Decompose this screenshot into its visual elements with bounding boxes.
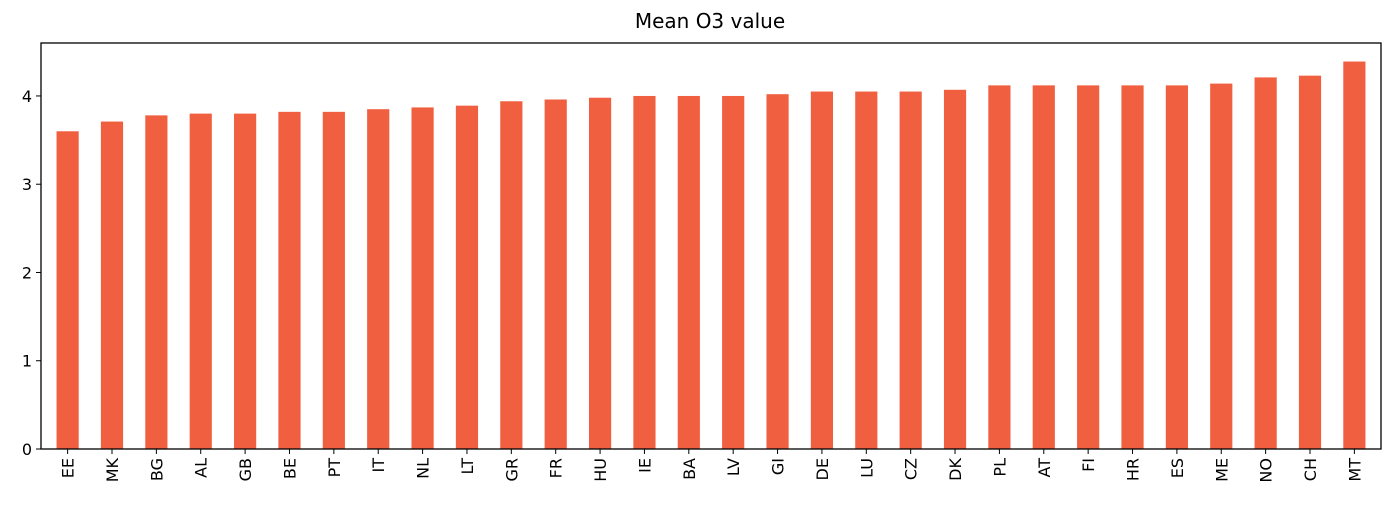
bar-ch: [1298, 75, 1322, 449]
y-tick-label: 1: [22, 352, 32, 371]
chart-title: Mean O3 value: [635, 9, 785, 33]
bar-pl: [988, 85, 1011, 449]
bar-de: [810, 91, 834, 449]
x-tick-label: IT: [369, 458, 388, 473]
bar-lt: [455, 105, 479, 449]
x-tick-label: CH: [1301, 458, 1320, 481]
bar-be: [278, 111, 301, 449]
x-tick-label: LU: [857, 458, 876, 478]
x-tick-label: BE: [280, 458, 299, 479]
y-axis: 0 1 2 3 4: [22, 87, 41, 459]
bar-nl: [411, 107, 434, 450]
x-tick-label: AT: [1035, 458, 1054, 478]
bar-gi: [766, 94, 789, 449]
y-tick-label: 0: [22, 440, 32, 459]
x-tick-label: FR: [547, 458, 566, 478]
bar-it: [367, 109, 390, 450]
bar-bg: [145, 115, 168, 450]
x-tick-label: GI: [769, 458, 788, 475]
bar-lu: [855, 91, 878, 449]
bar-fr: [544, 99, 567, 450]
x-tick-label: LV: [724, 458, 743, 476]
bar-no: [1254, 77, 1277, 449]
y-tick-label: 3: [22, 175, 32, 194]
x-tick-label: HR: [1124, 458, 1143, 481]
x-tick-label: GB: [236, 458, 255, 481]
bar-ba: [677, 95, 700, 450]
bar-mk: [100, 121, 124, 449]
bar-ie: [633, 95, 656, 450]
x-tick-label: LT: [458, 458, 477, 475]
bar-dk: [943, 89, 967, 449]
x-tick-label: NO: [1257, 458, 1276, 483]
bar-lv: [722, 95, 745, 450]
bar-hr: [1121, 85, 1144, 449]
bar-gb: [234, 113, 257, 449]
x-tick-label: DE: [813, 458, 832, 480]
x-tick-label: PT: [325, 458, 344, 478]
x-tick-label: BA: [680, 458, 699, 480]
x-tick-label: BG: [147, 458, 166, 481]
x-tick-label: EE: [59, 458, 78, 478]
x-tick-label: MT: [1345, 458, 1364, 482]
x-tick-label: ME: [1212, 458, 1231, 482]
x-tick-label: IE: [635, 458, 654, 473]
x-tick-label: ES: [1168, 458, 1187, 478]
bars-layer: [56, 61, 1366, 450]
x-tick-label: GR: [502, 458, 521, 482]
bar-cz: [899, 91, 922, 449]
y-tick-label: 4: [22, 87, 32, 106]
bar-ee: [56, 131, 79, 449]
x-tick-label: AL: [192, 458, 211, 478]
bar-me: [1210, 83, 1233, 449]
bar-fi: [1077, 85, 1100, 449]
x-tick-label: CZ: [902, 458, 921, 480]
x-tick-label: NL: [414, 458, 433, 479]
bar-pt: [322, 111, 345, 449]
bar-gr: [500, 101, 523, 450]
bar-hu: [588, 97, 612, 449]
x-tick-label: FI: [1079, 458, 1098, 472]
x-tick-label: PL: [990, 458, 1009, 477]
x-tick-label: MK: [103, 457, 122, 482]
bar-al: [189, 113, 212, 449]
x-tick-label: HU: [591, 458, 610, 482]
bar-mt: [1343, 61, 1366, 449]
bar-es: [1165, 85, 1188, 449]
x-axis: EE MK BG AL GB BE PT IT NL LT GR FR HU IE BA LV GI DE LU CZ…: [59, 449, 1364, 483]
bar-at: [1032, 85, 1055, 449]
y-tick-label: 2: [22, 263, 32, 282]
x-tick-label: DK: [946, 457, 965, 480]
plot-frame: [40, 42, 1382, 450]
